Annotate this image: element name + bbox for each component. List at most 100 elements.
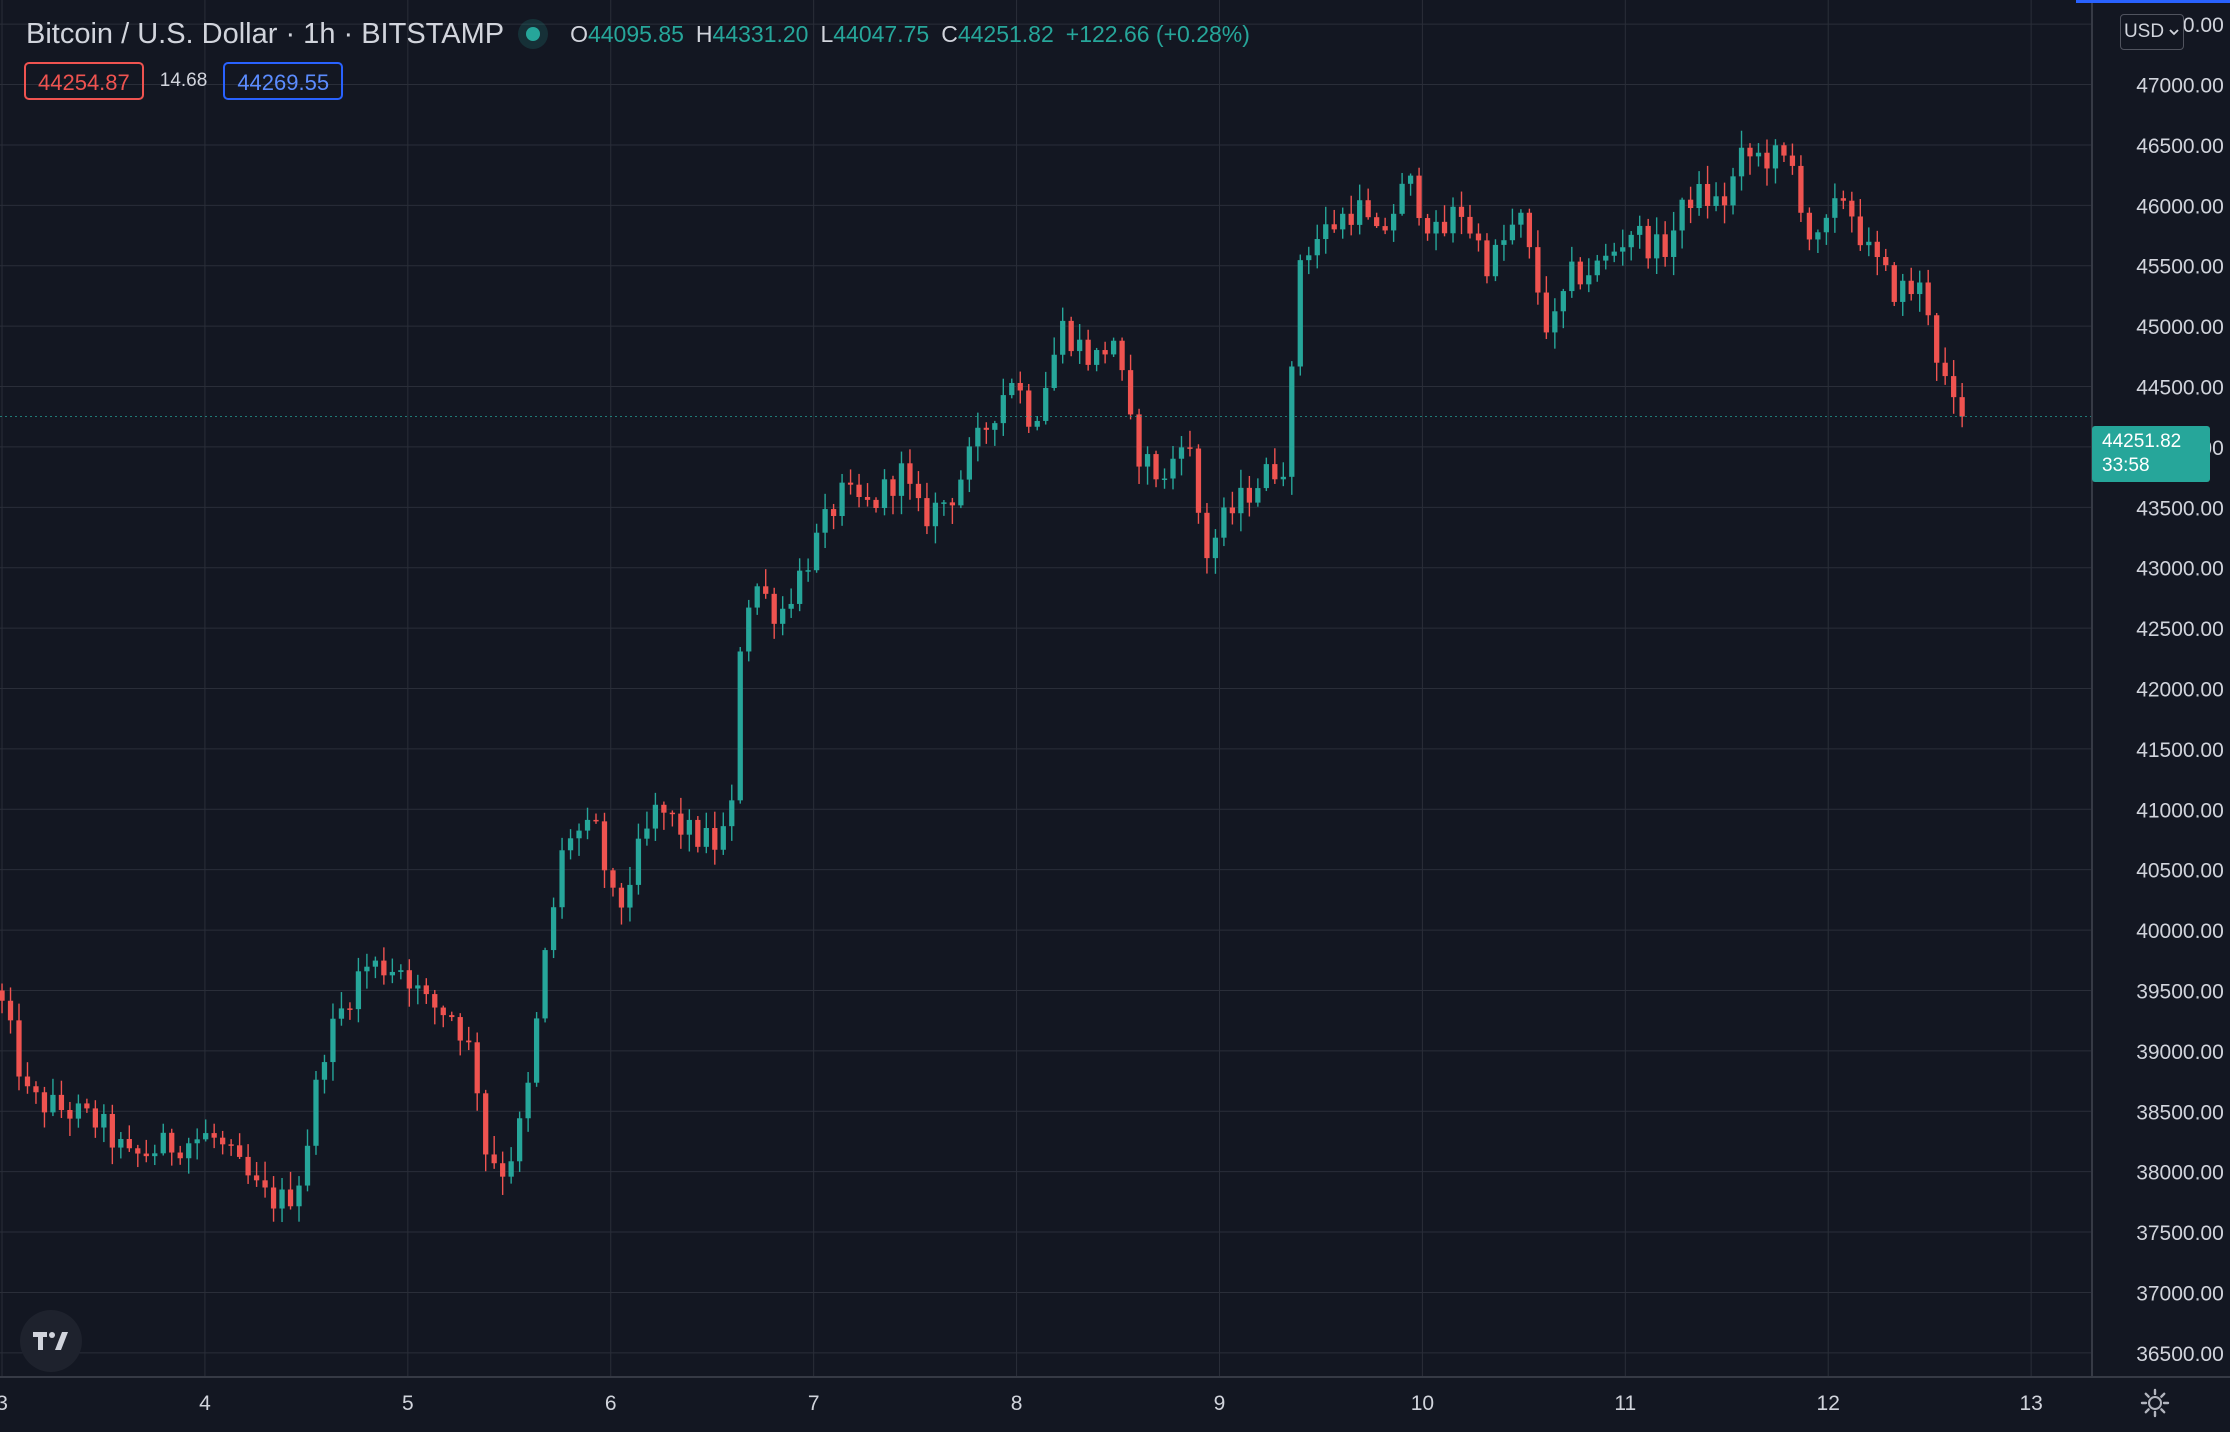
candle-body	[1043, 387, 1049, 421]
candle	[194, 1128, 200, 1160]
candle	[652, 792, 659, 841]
candle	[1255, 478, 1261, 507]
buy-price-button[interactable]: 44269.55	[223, 62, 344, 100]
candle	[24, 1062, 31, 1094]
price-axis[interactable]: 36500.00 37000.00 37500.00 38000.00 38500.00…	[2091, 0, 2224, 1377]
candle	[1390, 204, 1397, 242]
candle	[169, 1128, 175, 1166]
candle	[1263, 457, 1269, 492]
candle	[830, 503, 837, 530]
candle	[1764, 139, 1770, 186]
candle-body	[1832, 198, 1838, 218]
candle	[304, 1129, 311, 1192]
candle	[1951, 360, 1957, 414]
candle	[160, 1123, 166, 1156]
candle	[1501, 224, 1507, 261]
candle	[550, 897, 557, 959]
candle-body	[1484, 240, 1490, 277]
candle	[1000, 378, 1006, 436]
candle-body	[1195, 448, 1202, 513]
candle	[1806, 207, 1813, 251]
candle	[754, 583, 760, 615]
candle-body	[1340, 213, 1346, 230]
currency-button[interactable]: USD	[2120, 14, 2184, 50]
candle-body	[576, 830, 582, 839]
candle	[788, 588, 794, 618]
candle	[33, 1081, 39, 1104]
candle-body	[907, 463, 913, 484]
candle-body	[1840, 198, 1846, 201]
candle-body	[415, 985, 421, 989]
candle-body	[1365, 200, 1371, 218]
currency-label: USD	[2123, 21, 2165, 42]
candle-body	[635, 838, 642, 885]
candle	[567, 829, 574, 860]
candle-body	[41, 1092, 48, 1113]
candle-body	[1518, 212, 1524, 225]
candle-body	[186, 1143, 192, 1159]
candle	[364, 953, 370, 989]
ohlc-close: C44251.82	[941, 21, 1054, 48]
candle-body	[1433, 221, 1439, 234]
candle	[1900, 273, 1906, 316]
candle-body	[1620, 247, 1626, 252]
settings-gear-icon[interactable]	[2140, 1388, 2170, 1418]
candle-body	[1934, 315, 1940, 363]
candle-body	[1883, 257, 1889, 266]
candle	[1348, 195, 1354, 236]
candle	[1679, 197, 1685, 249]
candle-body	[1501, 240, 1507, 245]
price-tick-label: 40500.00	[2136, 860, 2224, 883]
tradingview-logo-icon[interactable]	[20, 1310, 82, 1372]
candle	[355, 957, 362, 1023]
candle	[1738, 130, 1745, 191]
candle-body	[313, 1079, 319, 1146]
symbol-title[interactable]: Bitcoin / U.S. Dollar · 1h · BITSTAMP	[26, 17, 505, 50]
candle-body	[1679, 199, 1685, 231]
candle-body	[678, 813, 684, 835]
candle-body	[457, 1017, 463, 1041]
candle	[949, 497, 956, 524]
candle-body	[584, 819, 591, 831]
time-tick-label: 4	[199, 1392, 211, 1415]
candle-body	[1823, 217, 1830, 233]
candle	[1569, 246, 1575, 298]
candle	[1424, 213, 1431, 241]
candle-body	[975, 427, 981, 447]
market-status-icon[interactable]	[526, 27, 541, 41]
candle	[1611, 242, 1617, 263]
candle	[1272, 448, 1278, 484]
candle-body	[508, 1161, 514, 1177]
candle	[737, 647, 743, 804]
candle-body	[304, 1145, 311, 1186]
candle	[1866, 227, 1872, 257]
candle	[1628, 231, 1634, 261]
candle	[1085, 329, 1091, 371]
sell-price-button[interactable]: 44254.87	[24, 62, 144, 100]
time-axis[interactable]: 3 4 5 6 7 8 9 10 11 12 13	[0, 1376, 2230, 1415]
candle-body	[50, 1094, 56, 1113]
candles	[0, 130, 2092, 1223]
candle-body	[1467, 216, 1473, 234]
candle-body	[1144, 454, 1151, 467]
candle-body	[1552, 311, 1558, 333]
candle	[584, 807, 591, 840]
candle	[1509, 208, 1516, 245]
candle	[449, 1011, 455, 1022]
candle-body	[228, 1144, 234, 1146]
candle-body	[483, 1093, 489, 1155]
candle-body	[500, 1163, 506, 1177]
price-tick-label: 45000.00	[2136, 316, 2224, 339]
candle-body	[1441, 221, 1448, 234]
candle	[1195, 444, 1202, 524]
candle	[517, 1111, 523, 1172]
candle	[1908, 267, 1914, 301]
candle-body	[1424, 218, 1431, 234]
candle-body	[1628, 234, 1634, 248]
candle	[712, 811, 718, 865]
candle-body	[703, 828, 709, 847]
candle-body	[669, 812, 675, 815]
candle-body	[1611, 251, 1617, 256]
candle-body	[983, 427, 989, 430]
